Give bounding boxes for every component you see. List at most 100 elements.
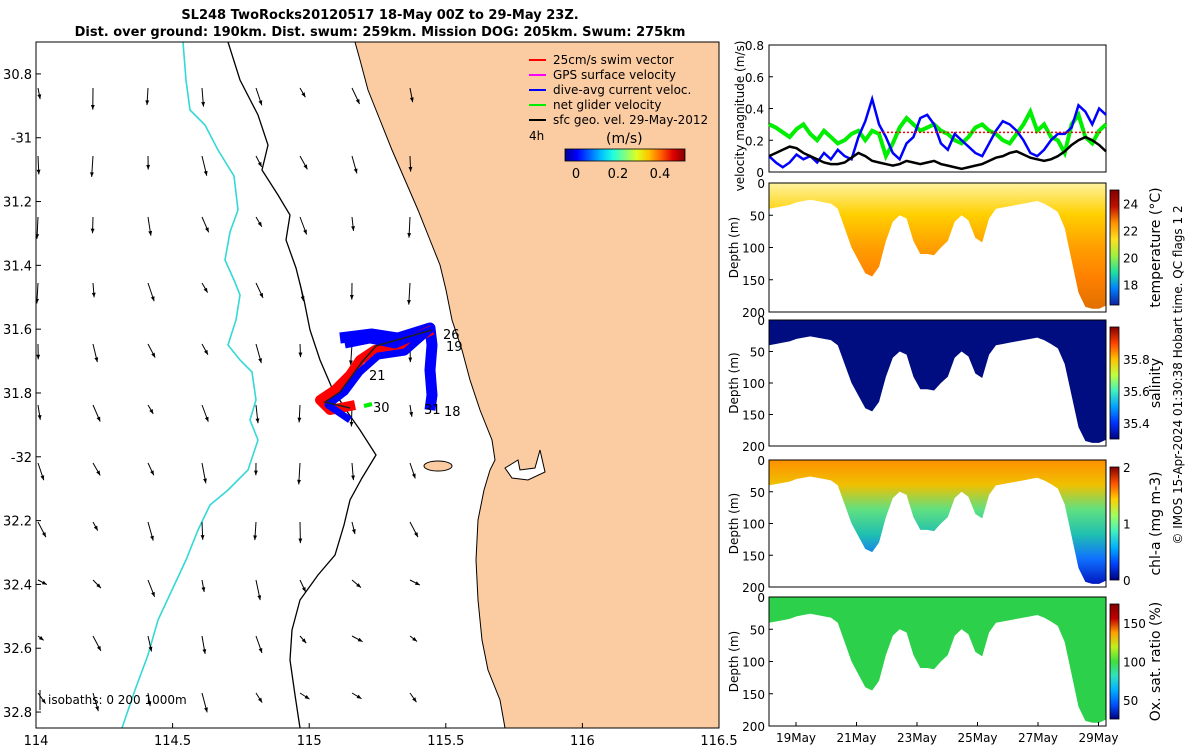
map-x-tick-label: 116 (570, 734, 595, 749)
figure-title-line2: Dist. over ground: 190km. Dist. swum: 25… (74, 25, 686, 40)
current-vector-head (91, 292, 96, 298)
current-vector-head (203, 170, 208, 176)
velocity-colorbar (564, 148, 686, 162)
map-y-tick-label: 32.8 (3, 706, 32, 721)
current-vector-head (94, 357, 99, 363)
current-vector-head (258, 647, 263, 653)
current-vector-head (304, 694, 310, 700)
colorbar-label: salinity (1148, 358, 1164, 408)
section-colorbar (1109, 326, 1120, 440)
current-vector-head (90, 172, 94, 177)
current-vector-head (257, 595, 262, 601)
net-glider-track (323, 329, 433, 409)
current-vector-head (303, 164, 308, 170)
current-vector-head (148, 646, 153, 652)
estuary (504, 449, 546, 481)
depth-axis-label: Depth (m) (727, 493, 741, 554)
current-vector-head (40, 475, 45, 481)
colorbar-tick-label: 2 (1123, 461, 1131, 475)
current-vector-head (355, 98, 360, 104)
island (423, 460, 453, 472)
current-vector-head (38, 635, 44, 641)
current-vector-head (147, 701, 152, 707)
legend-side-label: 4h (529, 129, 544, 143)
current-vector-head (298, 352, 303, 358)
depth-tick-label: 0 (757, 177, 765, 191)
current-vector-head (150, 296, 155, 302)
colorbar-tick-label: 24 (1123, 198, 1138, 212)
net-glider-marker (363, 402, 373, 408)
isobath-200m (121, 42, 259, 728)
current-vector-head (253, 535, 258, 541)
depth-tick-label: 200 (742, 306, 765, 320)
map-x-tick-label: 115.5 (427, 734, 464, 749)
legend-item: GPS surface velocity (553, 68, 676, 82)
map-y-tick-label: 32.2 (3, 515, 32, 530)
velocity-y-tick-label: 0.6 (745, 71, 764, 85)
track-label: 26 (443, 328, 460, 343)
current-vector-head (407, 299, 411, 305)
date-tick-label: 29May (1078, 731, 1118, 745)
section-field (769, 183, 1106, 309)
colorbar-tick-label: 1 (1123, 518, 1131, 532)
current-vector-head (96, 645, 101, 651)
current-vector-head (258, 358, 262, 364)
depth-tick-label: 150 (742, 274, 765, 288)
current-vector-head (414, 581, 420, 586)
current-vector-head (204, 416, 209, 422)
velocity-series-line (768, 106, 1108, 162)
current-vector-head (36, 298, 40, 304)
current-vector-head (408, 357, 413, 363)
current-vector-head (95, 706, 99, 712)
current-vector-head (412, 637, 418, 642)
current-vector-head (202, 649, 207, 654)
current-vector-head (255, 418, 260, 424)
colorbar-label: chl-a (mg m-3) (1148, 471, 1164, 575)
figure-title-line1: SL248 TwoRocks20120517 18-May 00Z to 29-… (181, 8, 579, 23)
credit-text: © IMOS 15-Apr-2024 01:30:38 Hobart time.… (1171, 205, 1185, 544)
date-tick-label: 21May (836, 731, 876, 745)
depth-tick-label: 150 (742, 688, 765, 702)
depth-tick-label: 100 (742, 242, 765, 256)
current-vector-head (412, 697, 417, 703)
map-y-tick-label: 32.6 (3, 642, 32, 657)
current-vector-head (96, 470, 101, 476)
current-vector-head (93, 525, 98, 531)
map-y-tick-label: 32.4 (3, 578, 32, 593)
current-vector-head (298, 538, 303, 544)
colorbar-label: Ox. sat. ratio (%) (1148, 602, 1164, 721)
section-field (769, 320, 1106, 443)
current-vector-head (205, 227, 209, 233)
current-vector-head (42, 532, 46, 538)
current-vector-head (411, 473, 416, 479)
current-vector-head (349, 421, 354, 427)
map-y-tick-label: -32 (11, 451, 32, 466)
dive-avg-track (339, 322, 438, 411)
current-vector-head (414, 532, 418, 538)
current-vector-head (203, 287, 208, 293)
depth-tick-label: 0 (757, 591, 765, 605)
map-y-tick-label: 31.8 (3, 387, 32, 402)
depth-tick-label: 200 (742, 440, 765, 454)
current-vector-head (149, 408, 154, 414)
current-vector-head (204, 707, 208, 713)
current-vector-head (90, 228, 95, 234)
current-vector-head (297, 417, 302, 423)
current-vector-head (90, 105, 95, 110)
current-vector-head (201, 101, 206, 107)
depth-tick-label: 100 (742, 518, 765, 532)
current-vector-head (41, 580, 47, 585)
current-vector-head (150, 535, 154, 541)
velocity-frame (768, 44, 1107, 173)
current-vector-head (253, 470, 258, 476)
depth-tick-label: 50 (750, 346, 765, 360)
legend-item: 25cm/s swim vector (553, 53, 674, 67)
velocity-y-tick-label: 0 (756, 166, 764, 180)
colorbar-tick-label: 22 (1123, 225, 1138, 239)
current-vector-head (351, 226, 355, 231)
velocity-series-line (768, 135, 1107, 171)
map-x-tick-label: 115 (297, 734, 322, 749)
depth-tick-label: 50 (750, 209, 765, 223)
map-y-tick-label: 31.2 (3, 196, 32, 211)
